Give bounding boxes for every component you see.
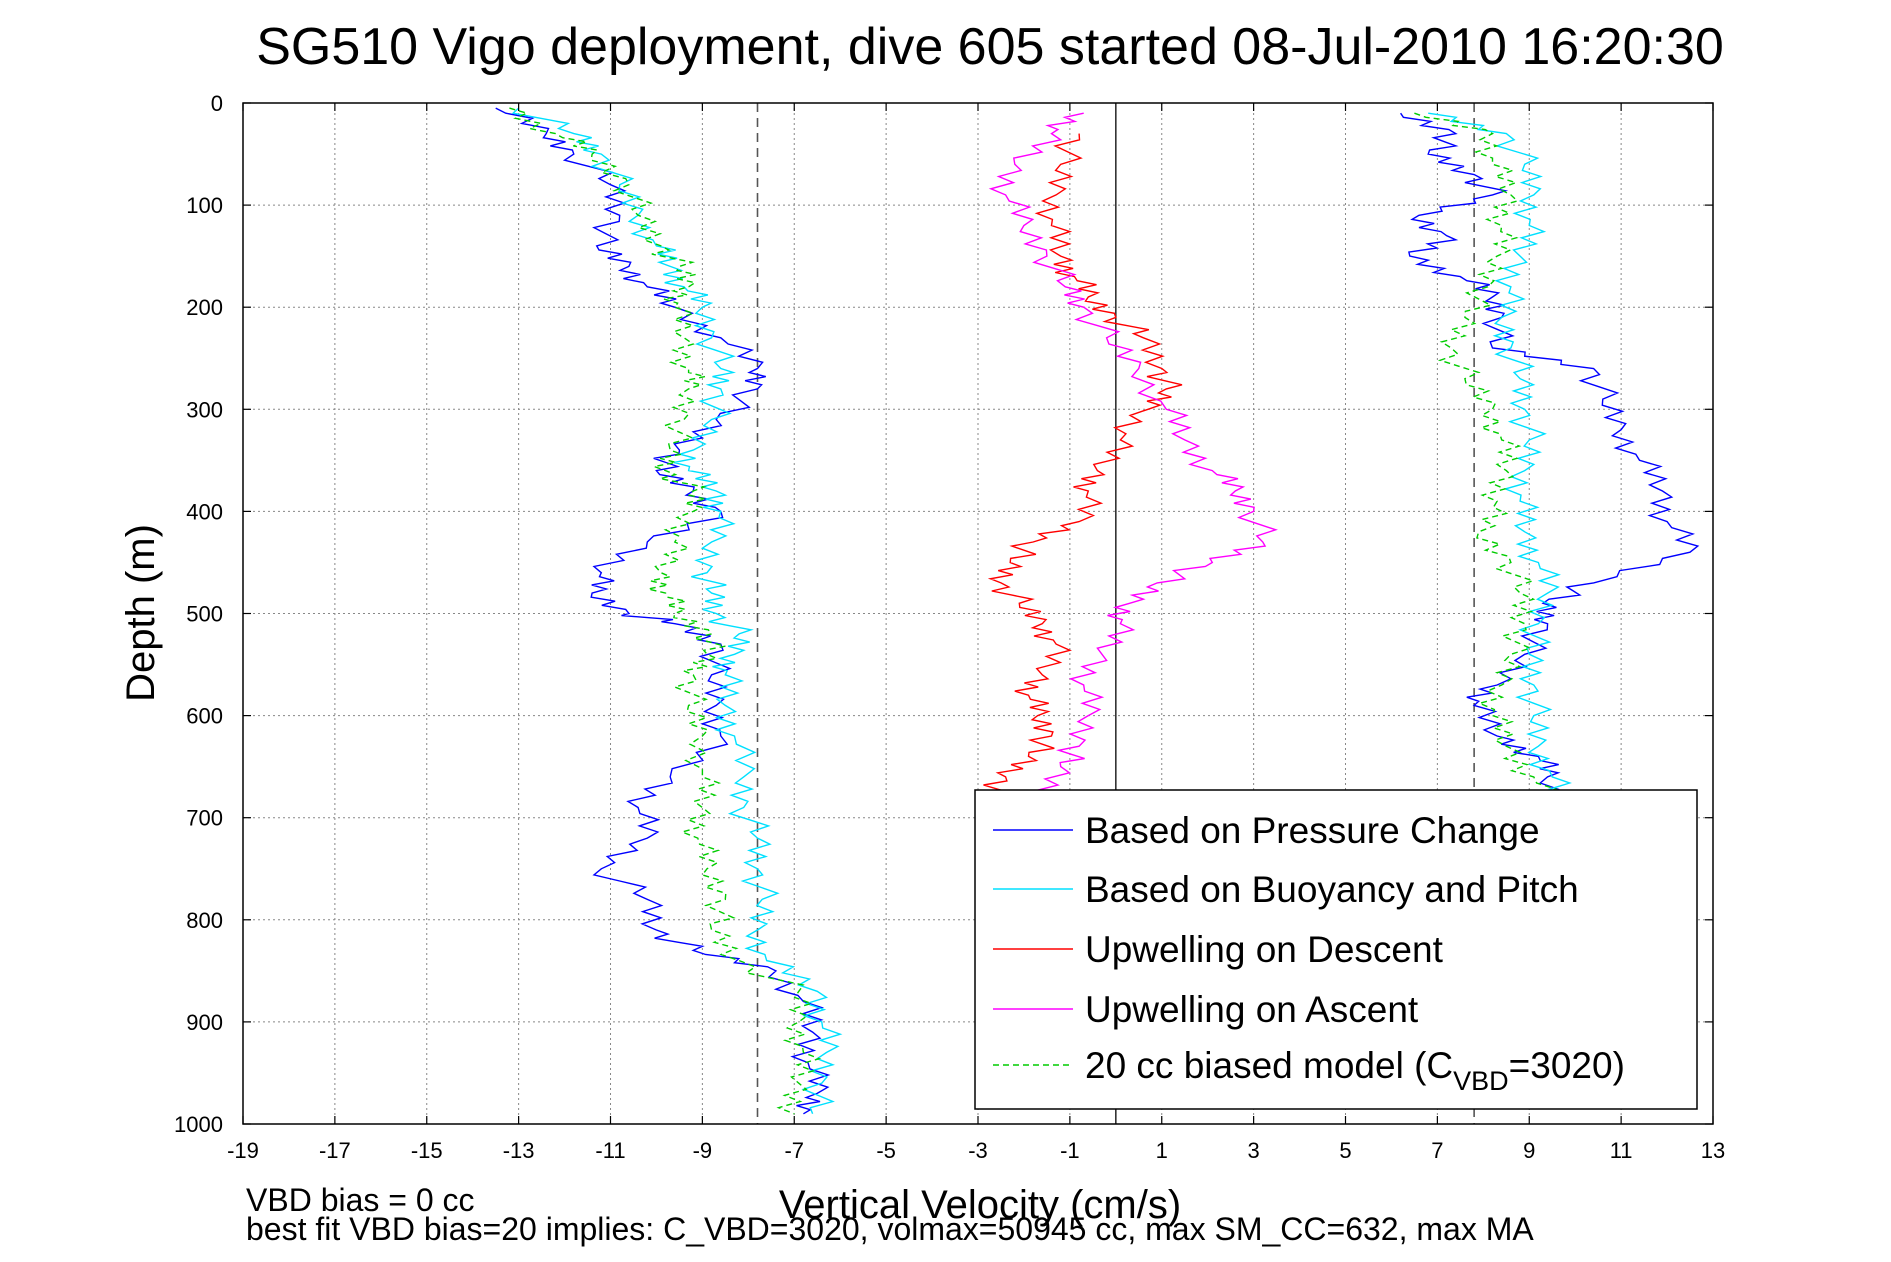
y-tick-label: 0 (211, 91, 223, 116)
chart-title: SG510 Vigo deployment, dive 605 started … (256, 18, 1724, 76)
y-axis-ticks: 0 100 200 300 400 500 600 700 800 900 1000 (174, 91, 1713, 1137)
series-line-based-on-buoyancy-and-pitch (1428, 112, 1572, 809)
footer-best-fit: best fit VBD bias=20 implies: C_VBD=3020… (246, 1211, 1534, 1247)
x-axis-ticks: -19 -17 -15 -13 -11 -9 -7 -5 -3 -1 1 3 5 7 9 11 13 (227, 103, 1725, 1163)
legend-label: Based on Buoyancy and Pitch (1085, 869, 1579, 910)
x-tick-label: -3 (968, 1138, 988, 1163)
x-tick-label: -11 (595, 1138, 625, 1163)
y-tick-label: 400 (186, 499, 223, 524)
y-tick-label: 500 (186, 602, 223, 627)
x-tick-label: 1 (1156, 1138, 1168, 1163)
series-line-upwelling-on-descent (983, 133, 1183, 798)
x-tick-label: -15 (411, 1138, 443, 1163)
y-tick-label: 200 (186, 295, 223, 320)
x-tick-label: -17 (319, 1138, 351, 1163)
legend-label: 20 cc biased model (CVBD=3020) (1085, 1045, 1625, 1096)
x-tick-label: -9 (693, 1138, 713, 1163)
y-tick-label: 800 (186, 908, 223, 933)
x-tick-label: 3 (1248, 1138, 1260, 1163)
x-tick-label: -5 (876, 1138, 896, 1163)
series-line-upwelling-on-ascent (988, 112, 1278, 798)
x-axis-label: Vertical Velocity (cm/s) (779, 1183, 1181, 1227)
x-tick-label: 9 (1523, 1138, 1535, 1163)
legend-label: Upwelling on Ascent (1085, 989, 1419, 1030)
legend-label: Upwelling on Descent (1085, 929, 1444, 970)
x-tick-label: -1 (1060, 1138, 1080, 1163)
x-tick-label: 7 (1431, 1138, 1443, 1163)
x-tick-label: -19 (227, 1138, 259, 1163)
series-line-based-on-pressure-change (495, 107, 831, 1115)
x-tick-label: -7 (784, 1138, 804, 1163)
x-tick-label: -13 (503, 1138, 535, 1163)
x-tick-label: 11 (1610, 1138, 1633, 1163)
y-tick-label: 700 (186, 806, 223, 831)
y-tick-label: 600 (186, 704, 223, 729)
x-tick-label: 5 (1339, 1138, 1351, 1163)
series-line-based-on-buoyancy-and-pitch (511, 107, 843, 1115)
legend-label: Based on Pressure Change (1085, 810, 1540, 851)
legend: Based on Pressure Change Based on Buoyanc… (974, 789, 1698, 1110)
y-axis-label: Depth (m) (119, 524, 163, 702)
y-tick-label: 100 (186, 193, 223, 218)
series-line-20-cc-biased-model-c-vbd-3020 (509, 107, 822, 1115)
footer-vbd-bias: VBD bias = 0 cc (246, 1182, 475, 1218)
x-tick-label: 13 (1701, 1138, 1725, 1163)
series-line-20-cc-biased-model-c-vbd-3020 (1414, 112, 1559, 809)
legend-entries: Based on Pressure Change Based on Buoyanc… (993, 810, 1625, 1096)
y-tick-label: 900 (186, 1010, 223, 1035)
y-tick-label: 1000 (174, 1112, 223, 1137)
data-series (495, 107, 1700, 1115)
series-line-based-on-pressure-change (1400, 112, 1700, 808)
y-tick-label: 300 (186, 397, 223, 422)
legend-box (974, 789, 1698, 1110)
